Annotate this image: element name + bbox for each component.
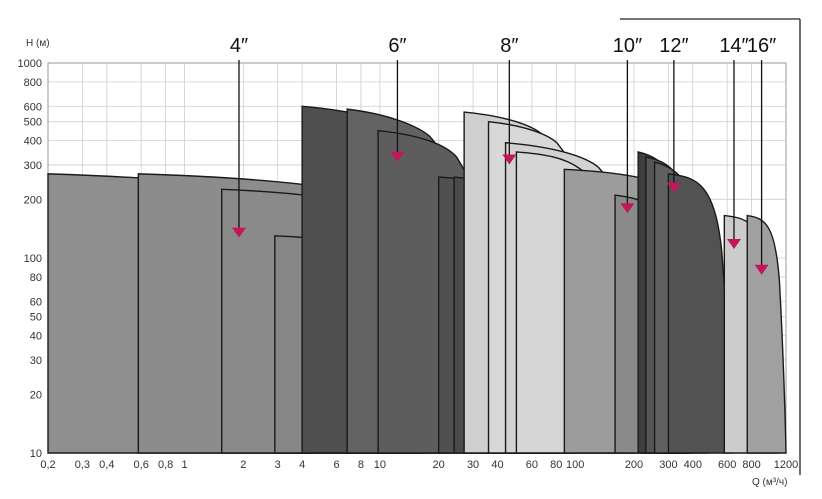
size-marker-triangle-3 (620, 203, 635, 214)
y-tick-label-13: 800 (24, 77, 42, 89)
axis-ticks: 0,2 0,3 0,4 0,6 0,8 1 2 3 4 6 8 10 20 30 40 60 80 100 200 3… (18, 58, 799, 471)
x-tick-label-0: 0,2 (40, 459, 55, 471)
size-marker-triangle-2 (502, 154, 517, 165)
y-tick-label-12: 600 (24, 101, 42, 113)
y-tick-label-8: 200 (24, 194, 42, 206)
size-label-1: 6″ (388, 35, 406, 57)
y-tick-label-5: 60 (30, 296, 42, 308)
x-tick-label-17: 100 (566, 459, 584, 471)
y-tick-label-3: 40 (30, 331, 42, 343)
size-label-2: 8″ (500, 35, 518, 57)
x-tick-label-1: 0,3 (75, 459, 90, 471)
y-tick-label-7: 100 (24, 253, 42, 265)
size-marker-triangle-0 (231, 227, 246, 238)
x-tick-label-3: 0,6 (134, 459, 149, 471)
y-tick-label-14: 1000 (18, 58, 42, 70)
size-label-5: 14″ (719, 35, 748, 57)
x-tick-label-7: 3 (275, 459, 281, 471)
size-markers: 4″ 6″ 8″ 10″ 12″ 14″16″ (230, 35, 776, 275)
x-tick-label-4: 0,8 (158, 459, 173, 471)
x-tick-label-14: 40 (491, 459, 503, 471)
x-tick-label-22: 800 (742, 459, 760, 471)
x-tick-label-10: 8 (358, 459, 364, 471)
x-tick-label-2: 0,4 (99, 459, 114, 471)
performance-areas (47, 105, 787, 454)
size-marker-triangle-5 (726, 238, 741, 249)
size-label-3: 10″ (613, 35, 642, 57)
x-tick-label-23: 1200 (774, 459, 798, 471)
y-tick-label-0: 10 (30, 448, 42, 460)
x-tick-label-9: 6 (333, 459, 339, 471)
y-tick-label-11: 500 (24, 117, 42, 129)
x-tick-label-6: 2 (240, 459, 246, 471)
y-tick-label-1: 20 (30, 389, 42, 401)
size-label-4: 12″ (659, 35, 688, 57)
x-tick-label-13: 30 (467, 459, 479, 471)
y-tick-label-10: 400 (24, 136, 42, 148)
size-label-6: 16″ (747, 35, 776, 57)
y-tick-label-2: 30 (30, 355, 42, 367)
x-tick-label-15: 60 (526, 459, 538, 471)
x-tick-label-21: 600 (718, 459, 736, 471)
x-tick-label-18: 200 (625, 459, 643, 471)
x-tick-label-19: 300 (659, 459, 677, 471)
x-tick-label-20: 400 (684, 459, 702, 471)
x-tick-label-8: 4 (299, 459, 305, 471)
size-marker-triangle-4 (666, 182, 681, 193)
x-tick-label-5: 1 (181, 459, 187, 471)
y-tick-label-9: 300 (24, 160, 42, 172)
x-tick-label-12: 20 (433, 459, 445, 471)
size-marker-triangle-6 (754, 264, 769, 275)
y-axis-title: H (м) (26, 38, 50, 49)
y-tick-label-4: 50 (30, 312, 42, 324)
x-axis-title: Q (м³/ч) (752, 477, 787, 488)
x-tick-label-16: 80 (550, 459, 562, 471)
size-label-0: 4″ (230, 35, 248, 57)
y-tick-label-6: 80 (30, 272, 42, 284)
size-marker-triangle-1 (390, 151, 405, 162)
x-tick-label-11: 10 (374, 459, 386, 471)
